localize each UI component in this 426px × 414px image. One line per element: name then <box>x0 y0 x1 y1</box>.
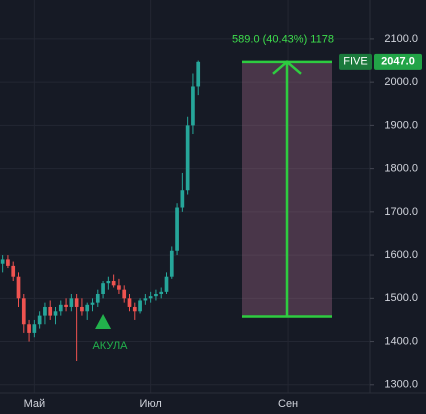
candle-body <box>101 283 105 294</box>
y-tick-label: 1400.0 <box>384 335 418 347</box>
candle-body <box>122 289 127 299</box>
last-price-label: 2047.0 <box>381 56 415 68</box>
candle-body <box>48 306 53 316</box>
candle-body <box>175 207 179 251</box>
candle-body <box>117 285 121 290</box>
candle-body <box>196 61 201 87</box>
candle-body <box>111 281 116 286</box>
y-tick-label: 2000.0 <box>384 76 418 88</box>
y-tick-label: 1900.0 <box>384 119 418 131</box>
symbol-label: FIVE <box>343 56 367 68</box>
candle-body <box>106 281 111 284</box>
candle-body <box>127 298 132 307</box>
candle-body <box>148 296 153 299</box>
candle-body <box>74 298 79 307</box>
candle-body <box>53 311 58 316</box>
candle-body <box>85 304 90 312</box>
candle-body <box>154 293 158 297</box>
candle-body <box>58 304 63 312</box>
candle-body <box>95 293 100 303</box>
candle-body <box>69 298 74 307</box>
symbol-tag <box>339 53 372 70</box>
candle-body <box>164 276 169 292</box>
candle-body <box>169 250 174 277</box>
candle-body <box>132 306 137 312</box>
y-tick-label: 1500.0 <box>384 292 418 304</box>
y-tick-label: 1700.0 <box>384 206 418 218</box>
measure-arrowhead <box>272 60 302 75</box>
y-tick-label: 2100.0 <box>384 33 418 45</box>
y-tick-label: 1300.0 <box>384 379 418 391</box>
candle-body <box>191 86 195 126</box>
candle-body <box>11 265 16 277</box>
signal-marker <box>95 314 112 329</box>
candle-body <box>32 324 37 333</box>
candle-body <box>0 259 5 264</box>
candle-body <box>6 259 10 266</box>
y-tick-label: 1600.0 <box>384 249 418 261</box>
last-price-tag <box>374 53 422 70</box>
measure-label: 589.0 (40.43%) 1178 <box>232 34 334 46</box>
candle-body <box>27 324 31 333</box>
candle-body <box>21 298 26 325</box>
candle-body <box>180 190 185 208</box>
x-tick-label: Июл <box>139 398 161 410</box>
signal-label: АКУЛА <box>92 340 128 352</box>
marks <box>0 60 332 362</box>
candle-body <box>159 291 164 294</box>
candle-body <box>64 304 68 307</box>
candle-body <box>37 315 42 325</box>
candle-body <box>143 298 148 301</box>
x-tick-label: Май <box>24 398 46 410</box>
candle-body <box>90 302 95 305</box>
candle-body <box>138 300 142 312</box>
x-tick-label: Сен <box>278 398 298 410</box>
candle-body <box>80 306 84 312</box>
candle-body <box>43 306 47 316</box>
y-tick-label: 1800.0 <box>384 163 418 175</box>
candle-body <box>16 276 21 299</box>
candle-body <box>185 125 190 191</box>
